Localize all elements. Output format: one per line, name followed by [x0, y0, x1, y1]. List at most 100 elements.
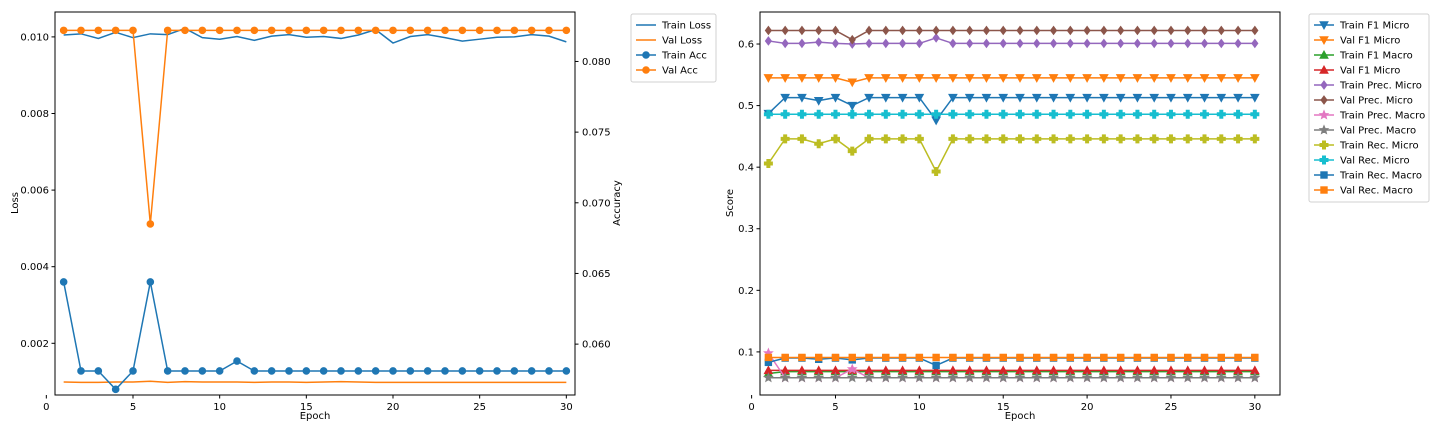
data-point-val-rec-macro [999, 353, 1007, 362]
x-tick-label: 15 [300, 402, 313, 413]
data-point-val-rec-macro [1251, 353, 1259, 362]
data-point-train-rec-micro [830, 134, 840, 144]
data-point-val-prec-micro [999, 25, 1007, 36]
legend-label: Val Loss [662, 36, 702, 47]
x-tick-label: 15 [997, 402, 1010, 413]
data-point-val-rec-micro [948, 109, 958, 119]
legend-marker-val-rec-micro [1319, 155, 1329, 165]
data-point-val-rec-micro [797, 109, 807, 119]
data-point-val-rec-micro [881, 109, 891, 119]
data-point-val-rec-micro [864, 109, 874, 119]
x-tick-label: 30 [1248, 402, 1261, 413]
data-point-val-prec-micro [1083, 25, 1091, 36]
data-point-train-prec-micro [932, 33, 940, 43]
data-point-val-acc [337, 26, 345, 35]
data-point-train-rec-micro [864, 134, 874, 144]
data-point-train-prec-micro [764, 36, 773, 46]
data-point-train-acc [129, 367, 137, 375]
data-point-train-acc [545, 367, 553, 375]
data-point-val-rec-macro [1234, 353, 1242, 362]
data-point-val-acc [163, 26, 172, 35]
data-point-train-acc [337, 367, 345, 375]
data-point-val-f1-micro [948, 74, 958, 83]
data-point-val-acc [371, 26, 380, 35]
data-point-train-acc [354, 367, 363, 375]
data-point-train-rec-micro [948, 134, 958, 144]
data-point-val-rec-micro [1082, 109, 1092, 119]
data-point-train-rec-micro [1015, 134, 1025, 144]
data-point-val-prec-macro [964, 372, 976, 383]
legend-frame [630, 13, 717, 83]
data-point-val-acc [319, 26, 328, 35]
y2-tick-label: 0.080 [582, 57, 611, 68]
legend-label: Val Rec. Micro [1340, 156, 1410, 167]
data-point-val-rec-macro [1116, 353, 1125, 362]
data-point-train-f1-micro [1115, 93, 1126, 103]
data-point-train-rec-micro [881, 134, 891, 144]
data-point-val-rec-macro [1066, 353, 1075, 362]
data-point-val-f1-micro [964, 74, 975, 83]
data-point-train-f1-micro [1031, 93, 1042, 103]
data-point-train-rec-micro [981, 134, 991, 144]
legend-label: Train Rec. Macro [1339, 171, 1422, 182]
x-tick-label: 5 [832, 402, 838, 413]
legend-label: Train Acc [661, 51, 707, 62]
data-point-train-prec-micro [949, 38, 957, 49]
data-point-val-prec-micro [1234, 25, 1242, 36]
data-point-train-acc [493, 367, 501, 375]
data-point-train-f1-micro [897, 93, 908, 103]
data-point-val-rec-macro [1133, 353, 1142, 362]
data-point-val-acc [94, 26, 103, 35]
y2-tick-label: 0.065 [582, 269, 611, 280]
data-point-val-acc [406, 26, 415, 35]
legend-marker-train-f1-macro [1319, 49, 1329, 59]
data-point-val-rec-micro [914, 109, 924, 119]
data-point-val-prec-macro [997, 372, 1009, 383]
data-point-val-rec-micro [1015, 109, 1025, 119]
data-point-train-rec-micro [1049, 134, 1059, 144]
loss-accuracy-chart: 0 5 10 15 20 25 30 0.002 0.004 0.006 0.008 0.010 0… [10, 11, 717, 422]
data-point-val-prec-macro [1165, 372, 1177, 383]
data-point-val-prec-macro [779, 372, 791, 383]
data-point-val-prec-micro [1033, 25, 1041, 36]
data-point-val-rec-macro [1150, 353, 1158, 362]
data-point-val-prec-micro [1184, 25, 1192, 36]
data-point-val-acc [59, 26, 68, 35]
data-point-val-prec-micro [1117, 25, 1125, 36]
data-point-train-f1-micro [1249, 93, 1260, 103]
data-point-val-prec-micro [1251, 25, 1259, 36]
data-point-val-prec-macro [914, 372, 925, 383]
data-point-val-prec-micro [1150, 25, 1158, 36]
data-point-val-prec-micro [764, 25, 773, 36]
data-point-val-f1-micro [813, 74, 824, 83]
data-point-val-acc [423, 26, 432, 35]
data-point-val-rec-macro [781, 353, 789, 362]
data-point-train-f1-micro [1216, 93, 1227, 103]
y-tick-label: 0.008 [20, 109, 49, 120]
data-point-train-acc [458, 367, 467, 375]
data-point-val-rec-macro [982, 353, 991, 362]
y-tick-label: 0.2 [738, 286, 754, 297]
data-point-train-prec-micro [1133, 38, 1142, 49]
data-point-val-acc [527, 26, 536, 35]
data-point-train-acc [198, 367, 207, 375]
y-axis-ticks: 0.1 0.2 0.3 0.4 0.5 0.6 [738, 40, 760, 358]
data-point-val-prec-macro [1249, 372, 1261, 383]
data-point-train-prec-micro [1016, 38, 1024, 49]
data-point-train-rec-micro [1032, 134, 1042, 144]
legend-marker-train-prec-micro [1320, 80, 1328, 90]
data-point-val-prec-micro [1049, 25, 1058, 36]
data-point-val-rec-micro [1099, 109, 1109, 119]
data-point-val-acc [250, 26, 259, 35]
data-point-val-f1-micro [1115, 74, 1126, 83]
y2-tick-label: 0.060 [582, 340, 611, 351]
data-point-val-rec-macro [1033, 353, 1041, 362]
data-point-train-acc [441, 367, 449, 375]
data-point-val-prec-macro [981, 372, 992, 383]
legend-marker-val-prec-macro [1318, 124, 1330, 135]
data-point-val-prec-micro [1066, 25, 1074, 36]
data-point-val-rec-micro [1116, 109, 1126, 119]
data-point-val-f1-micro [1249, 74, 1260, 83]
data-point-val-prec-macro [1031, 372, 1043, 383]
data-point-train-acc [562, 367, 571, 375]
